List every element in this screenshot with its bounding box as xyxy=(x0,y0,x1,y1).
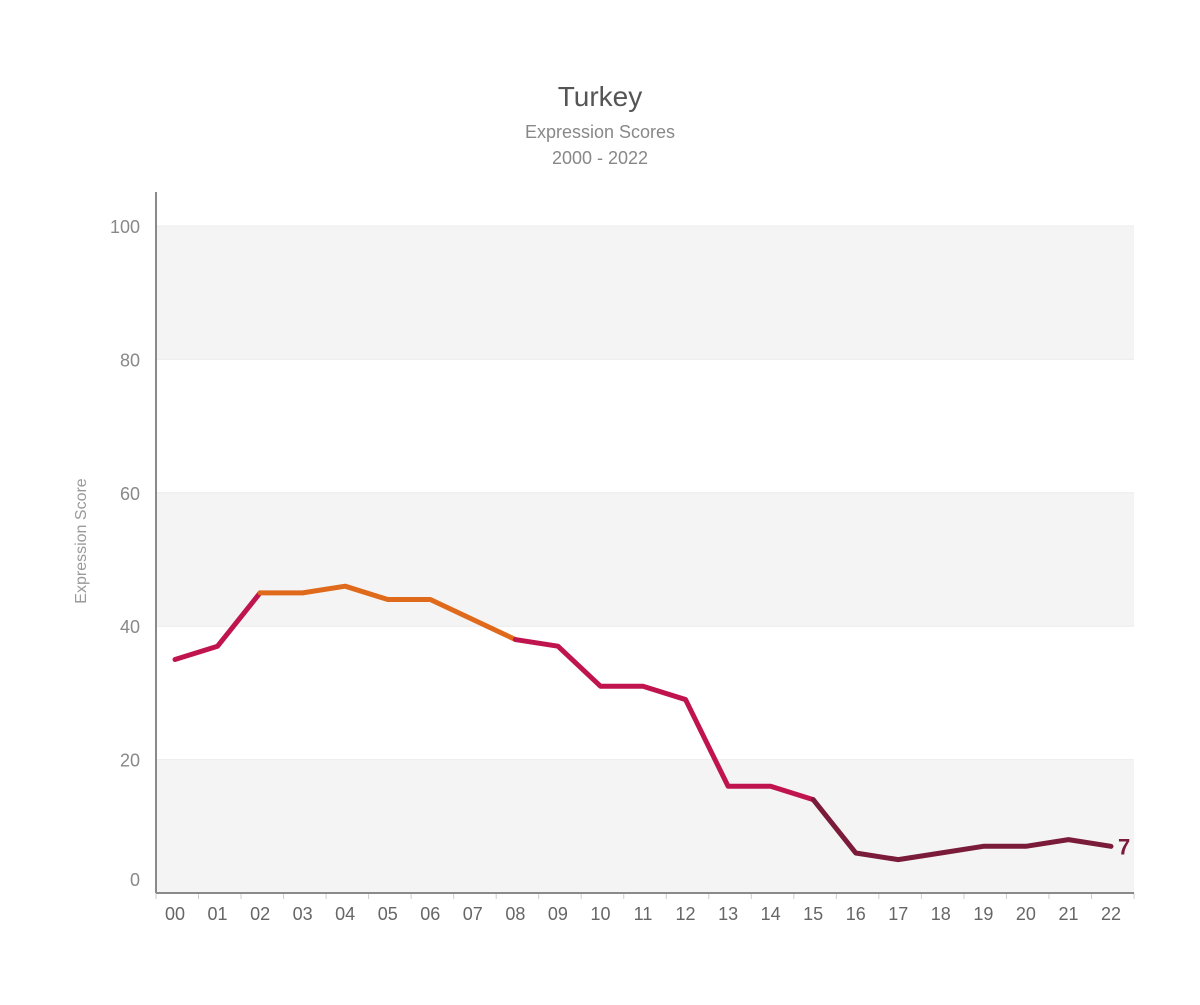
chart-subtitle: Expression Scores xyxy=(525,122,675,142)
grid-band xyxy=(156,626,1134,759)
grid-bands xyxy=(156,226,1134,893)
y-tick-label: 80 xyxy=(120,350,140,370)
x-tick-label: 01 xyxy=(208,904,228,924)
grid-band xyxy=(156,760,1134,893)
x-tick-label: 00 xyxy=(165,904,185,924)
y-tick-label: 40 xyxy=(120,617,140,637)
x-tick-label: 07 xyxy=(463,904,483,924)
y-tick-label: 0 xyxy=(130,870,140,890)
x-tick-label: 11 xyxy=(634,904,653,924)
x-tick-label: 06 xyxy=(420,904,440,924)
y-axis-ticks: 0 20 40 60 80 100 xyxy=(110,217,140,890)
x-tick-label: 18 xyxy=(931,904,951,924)
x-tick-label: 04 xyxy=(335,904,355,924)
x-axis-ticks: 00 01 02 03 04 05 06 07 08 09 10 11 12 13 14 15 16 17 18 19… xyxy=(156,893,1134,924)
x-tick-label: 22 xyxy=(1101,904,1121,924)
x-tick-label: 10 xyxy=(590,904,610,924)
x-tick-label: 08 xyxy=(505,904,525,924)
grid-band xyxy=(156,493,1134,626)
x-tick-label: 19 xyxy=(973,904,993,924)
x-tick-label: 05 xyxy=(378,904,398,924)
data-labels: 7 xyxy=(1118,834,1130,859)
x-tick-label: 20 xyxy=(1016,904,1036,924)
y-tick-label: 60 xyxy=(120,484,140,504)
x-tick-label: 09 xyxy=(548,904,568,924)
x-tick-label: 15 xyxy=(803,904,823,924)
y-axis-label: Expression Score xyxy=(73,478,90,603)
x-tick-label: 17 xyxy=(888,904,908,924)
x-tick-label: 16 xyxy=(846,904,866,924)
chart-subtitle-years: 2000 - 2022 xyxy=(552,148,648,168)
x-tick-label: 12 xyxy=(676,904,696,924)
end-value-label: 7 xyxy=(1118,834,1130,859)
grid-band xyxy=(156,359,1134,492)
y-tick-label: 100 xyxy=(110,217,140,237)
chart-title: Turkey xyxy=(558,81,643,112)
x-tick-label: 13 xyxy=(718,904,738,924)
grid-band xyxy=(156,226,1134,359)
x-tick-label: 14 xyxy=(761,904,781,924)
y-tick-label: 20 xyxy=(120,751,140,771)
x-tick-label: 03 xyxy=(293,904,313,924)
x-tick-label: 02 xyxy=(250,904,270,924)
x-tick-label: 21 xyxy=(1058,904,1078,924)
